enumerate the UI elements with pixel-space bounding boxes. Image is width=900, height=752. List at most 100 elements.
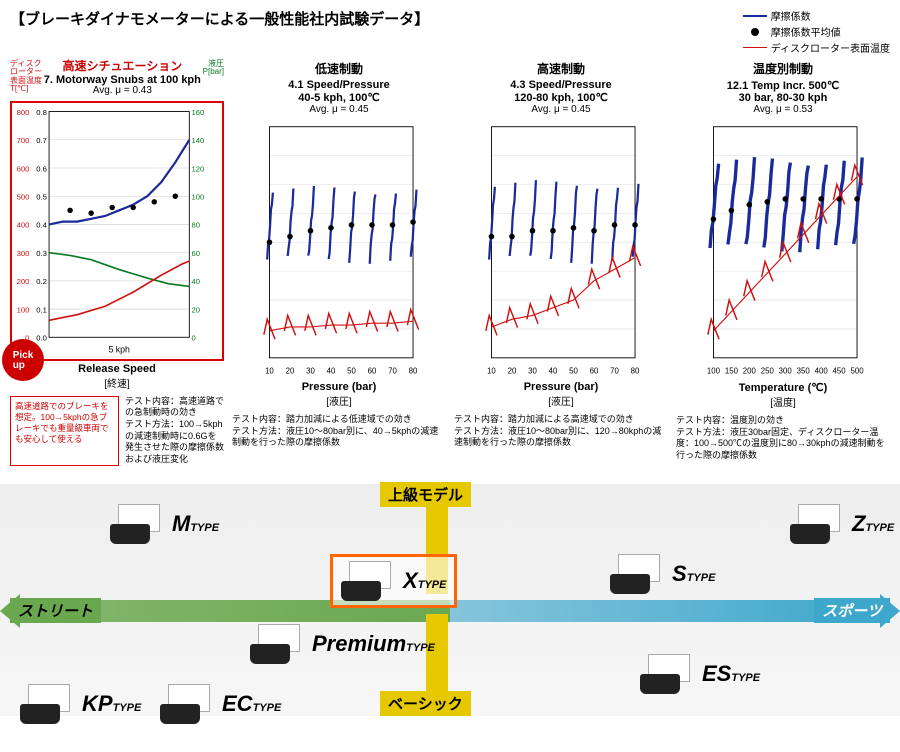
chart-0: ディスクローター表面温度T[℃] 高速シチュエーション 7. Motorway … bbox=[10, 60, 224, 466]
svg-text:60: 60 bbox=[590, 367, 599, 376]
svg-text:400: 400 bbox=[17, 220, 30, 229]
product-image bbox=[790, 504, 848, 544]
svg-text:0.1: 0.1 bbox=[36, 305, 47, 314]
svg-text:5 kph: 5 kph bbox=[108, 344, 130, 354]
product-map: ストリート スポーツ 上級モデル ベーシック MTYPE XTYPE bbox=[0, 484, 900, 716]
svg-text:120: 120 bbox=[192, 164, 205, 173]
product-s: STYPE bbox=[610, 554, 715, 594]
svg-text:40: 40 bbox=[192, 277, 201, 286]
x-sub: [液圧] bbox=[454, 393, 668, 408]
product-es: ESTYPE bbox=[640, 654, 760, 694]
svg-text:300: 300 bbox=[779, 367, 793, 376]
legend-mu-swatch bbox=[743, 15, 767, 17]
product-image bbox=[640, 654, 698, 694]
svg-text:70: 70 bbox=[610, 367, 619, 376]
chart-subtitle: 12.1 Temp Incr. 500℃30 bar, 80-30 kph bbox=[676, 79, 890, 104]
product-image bbox=[20, 684, 78, 724]
arrow-left-label: ストリート bbox=[10, 598, 101, 623]
product-premium: PremiumTYPE bbox=[250, 624, 435, 664]
legend-avg-label: 摩擦係数平均値 bbox=[771, 24, 841, 39]
svg-text:50: 50 bbox=[569, 367, 578, 376]
x-title: Temperature (℃) bbox=[676, 381, 890, 394]
chart-plot: 10 20 30 40 50 60 70 80 bbox=[454, 119, 668, 379]
product-label: ECTYPE bbox=[222, 691, 281, 717]
x-title: Pressure (bar) bbox=[454, 381, 668, 393]
legend-temp-swatch bbox=[743, 47, 767, 48]
svg-text:10: 10 bbox=[487, 367, 496, 376]
chart-avg: Avg. μ = 0.53 bbox=[676, 104, 890, 115]
x-title: Pressure (bar) bbox=[232, 381, 446, 393]
chart-desc-left: 高速道路でのブレーキを想定。100→5kphの急ブレーキでも重量級車両でも安心し… bbox=[10, 396, 119, 466]
svg-text:30: 30 bbox=[528, 367, 537, 376]
chart-desc: テスト内容：踏力加減による低速域での効きテスト方法：液圧10～80bar別に、4… bbox=[232, 414, 446, 449]
svg-text:0.7: 0.7 bbox=[36, 136, 47, 145]
product-label: ZTYPE bbox=[852, 511, 894, 537]
svg-text:20: 20 bbox=[286, 367, 295, 376]
chart-title: 高速シチュエーション bbox=[42, 60, 203, 73]
product-x: XTYPE bbox=[330, 554, 457, 608]
svg-text:50: 50 bbox=[347, 367, 356, 376]
product-label: STYPE bbox=[672, 561, 715, 587]
svg-text:250: 250 bbox=[761, 367, 775, 376]
svg-text:70: 70 bbox=[388, 367, 397, 376]
chart-subtitle: 4.1 Speed/Pressure40-5 kph, 100℃ bbox=[232, 79, 446, 104]
svg-text:60: 60 bbox=[368, 367, 377, 376]
chart-avg: Avg. μ = 0.45 bbox=[232, 104, 446, 115]
svg-text:20: 20 bbox=[508, 367, 517, 376]
pickup-badge: Pickup bbox=[2, 339, 44, 381]
svg-text:0.8: 0.8 bbox=[36, 108, 47, 117]
legend: 摩擦係数 摩擦係数平均値 ディスクローター表面温度 bbox=[743, 8, 890, 56]
chart-3: 温度別制動 12.1 Temp Incr. 500℃30 bar, 80-30 k… bbox=[676, 60, 890, 462]
svg-text:100: 100 bbox=[17, 305, 30, 314]
legend-avg-swatch bbox=[751, 28, 759, 36]
svg-text:80: 80 bbox=[631, 367, 640, 376]
product-image bbox=[110, 504, 168, 544]
svg-text:200: 200 bbox=[17, 277, 30, 286]
svg-text:0: 0 bbox=[192, 333, 196, 342]
svg-text:80: 80 bbox=[409, 367, 418, 376]
svg-text:600: 600 bbox=[17, 164, 30, 173]
chart-plot: 1020304050607080 bbox=[232, 119, 446, 379]
product-image bbox=[250, 624, 308, 664]
svg-text:0.3: 0.3 bbox=[36, 249, 47, 258]
chart-desc: テスト内容：踏力加減による高速域での効きテスト方法：液圧10～80bar別に、1… bbox=[454, 414, 668, 449]
chart-title: 高速制動 bbox=[454, 60, 668, 77]
product-label: PremiumTYPE bbox=[312, 631, 435, 657]
chart-avg: Avg. μ = 0.43 bbox=[42, 86, 203, 97]
chart-plot: 100150200250300350400450500 bbox=[676, 119, 890, 379]
x-sub: [終速] bbox=[10, 375, 224, 390]
chart-desc-right: テスト内容：高速道路での急制動時の効きテスト方法：100→5kphの減速制動時に… bbox=[125, 396, 224, 466]
chart-1: 低速制動 4.1 Speed/Pressure40-5 kph, 100℃Avg.… bbox=[232, 60, 446, 449]
legend-mu-label: 摩擦係数 bbox=[771, 8, 811, 23]
svg-text:450: 450 bbox=[833, 367, 847, 376]
product-label: XTYPE bbox=[403, 568, 446, 594]
svg-text:200: 200 bbox=[743, 367, 757, 376]
arrow-right-label: スポーツ bbox=[814, 598, 890, 623]
x-sub: [液圧] bbox=[232, 393, 446, 408]
product-image bbox=[610, 554, 668, 594]
svg-text:500: 500 bbox=[850, 367, 864, 376]
product-z: ZTYPE bbox=[790, 504, 894, 544]
arrow-down-label: ベーシック bbox=[380, 691, 471, 716]
chart-desc: テスト内容：温度別の効きテスト方法：液圧30bar固定、ディスクローター温度：1… bbox=[676, 415, 890, 462]
svg-text:400: 400 bbox=[815, 367, 829, 376]
arrow-up-label: 上級モデル bbox=[380, 482, 471, 507]
svg-text:40: 40 bbox=[549, 367, 558, 376]
svg-text:0.6: 0.6 bbox=[36, 164, 47, 173]
product-kp: KPTYPE bbox=[20, 684, 141, 724]
svg-text:800: 800 bbox=[17, 108, 30, 117]
svg-text:0.4: 0.4 bbox=[36, 220, 47, 229]
chart-title: 低速制動 bbox=[232, 60, 446, 77]
svg-text:100: 100 bbox=[707, 367, 721, 376]
chart-2: 高速制動4.3 Speed/Pressure120-80 kph, 100℃Av… bbox=[454, 60, 668, 449]
chart-title: 温度別制動 bbox=[676, 60, 890, 77]
chart-plot: 01002003004005006007008000.00.10.20.30.4… bbox=[10, 101, 224, 361]
svg-text:10: 10 bbox=[265, 367, 274, 376]
legend-temp-label: ディスクローター表面温度 bbox=[771, 40, 890, 55]
page-title: 【ブレーキダイナモメーターによる一般性能社内試験データ】 bbox=[10, 8, 429, 29]
svg-text:350: 350 bbox=[797, 367, 811, 376]
svg-text:100: 100 bbox=[192, 192, 205, 201]
svg-text:0.2: 0.2 bbox=[36, 277, 47, 286]
arrow-right: スポーツ bbox=[450, 594, 900, 628]
svg-text:140: 140 bbox=[192, 136, 205, 145]
